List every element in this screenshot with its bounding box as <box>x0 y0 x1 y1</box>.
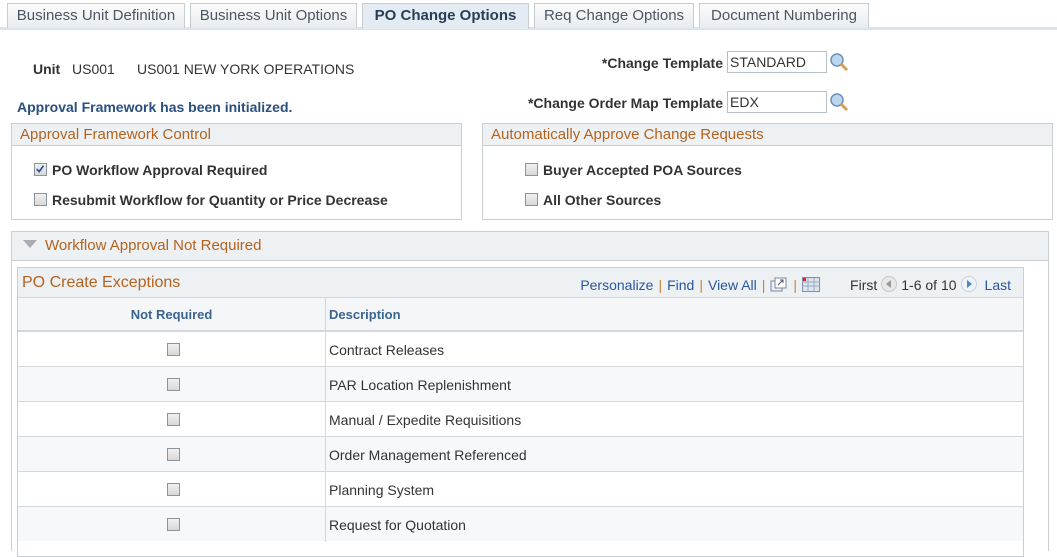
section-title: Approval Framework Control <box>12 124 461 146</box>
first-label: First <box>850 277 878 293</box>
next-icon[interactable] <box>959 276 979 294</box>
checkbox-label: Resubmit Workflow for Quantity or Price … <box>52 192 388 208</box>
change-order-map-template-input[interactable]: EDX <box>727 91 827 113</box>
not-required-checkbox[interactable] <box>167 448 180 461</box>
not-required-checkbox[interactable] <box>167 343 180 356</box>
previous-icon[interactable] <box>879 276 899 294</box>
collapse-triangle-icon[interactable] <box>23 240 37 249</box>
not-required-checkbox[interactable] <box>167 378 180 391</box>
lookup-icon[interactable] <box>829 52 849 72</box>
status-message: Approval Framework has been initialized. <box>17 99 293 115</box>
approval-framework-control-box: Approval Framework Control PO Workflow A… <box>11 123 462 220</box>
download-spreadsheet-icon[interactable] <box>802 277 821 293</box>
row-range: 1-6 of 10 <box>901 277 957 293</box>
tab-document-numbering[interactable]: Document Numbering <box>699 3 869 28</box>
table-row: Order Management Referenced <box>18 436 1023 472</box>
last-link[interactable]: Last <box>984 277 1011 293</box>
unit-label: Unit <box>33 61 61 77</box>
column-header-description[interactable]: Description <box>329 307 401 322</box>
table-row: PAR Location Replenishment <box>18 366 1023 402</box>
lookup-icon[interactable] <box>829 92 849 112</box>
personalize-link[interactable]: Personalize <box>580 277 654 293</box>
table-row: Planning System <box>18 471 1023 507</box>
row-description: Contract Releases <box>329 342 445 358</box>
tab-po-change-options[interactable]: PO Change Options <box>362 3 529 29</box>
zoom-grid-icon[interactable] <box>770 277 788 293</box>
workflow-approval-section: Workflow Approval Not Required PO Create… <box>11 231 1049 557</box>
checkbox-label: PO Workflow Approval Required <box>52 162 268 178</box>
resubmit-workflow-checkbox[interactable] <box>34 193 47 206</box>
checkmark-icon <box>36 165 45 173</box>
table-row: Manual / Expedite Requisitions <box>18 401 1023 437</box>
row-description: Planning System <box>329 482 435 498</box>
change-order-map-template-label: *Change Order Map Template <box>527 95 723 111</box>
tab-req-change-options[interactable]: Req Change Options <box>534 3 694 28</box>
table-row: Request for Quotation <box>18 506 1023 542</box>
view-all-link[interactable]: View All <box>707 277 757 293</box>
row-description: Request for Quotation <box>329 517 466 533</box>
grid-title: PO Create Exceptions <box>22 274 181 291</box>
grid-column-header: Not Required Description <box>18 298 1023 331</box>
po-create-exceptions-grid: PO Create Exceptions Personalize | Find | … <box>17 267 1024 557</box>
row-description: Manual / Expedite Requisitions <box>329 412 522 428</box>
find-link[interactable]: Find <box>667 277 695 293</box>
not-required-checkbox[interactable] <box>167 483 180 496</box>
not-required-checkbox[interactable] <box>167 413 180 426</box>
column-header-not-required[interactable]: Not Required <box>130 307 213 322</box>
auto-approve-box: Automatically Approve Change Requests Bu… <box>482 123 1053 220</box>
unit-description: US001 NEW YORK OPERATIONS <box>137 61 355 77</box>
change-template-label: *Change Template <box>601 55 723 71</box>
table-row: Contract Releases <box>18 331 1023 367</box>
po-workflow-approval-checkbox[interactable] <box>34 163 47 176</box>
checkbox-label: All Other Sources <box>543 192 662 208</box>
row-description: PAR Location Replenishment <box>329 377 511 393</box>
unit-code: US001 <box>72 61 115 77</box>
change-template-input[interactable]: STANDARD <box>727 51 827 73</box>
section-title: Automatically Approve Change Requests <box>483 124 1052 146</box>
checkbox-label: Buyer Accepted POA Sources <box>543 162 742 178</box>
section-title: Workflow Approval Not Required <box>45 237 262 254</box>
tab-business-unit-options[interactable]: Business Unit Options <box>190 3 357 28</box>
buyer-accepted-poa-checkbox[interactable] <box>525 163 538 176</box>
not-required-checkbox[interactable] <box>167 518 180 531</box>
grid-nav: Personalize | Find | View All | | First 1-6… <box>580 276 1011 294</box>
tab-business-unit-definition[interactable]: Business Unit Definition <box>7 3 185 28</box>
row-description: Order Management Referenced <box>329 447 527 463</box>
all-other-sources-checkbox[interactable] <box>525 193 538 206</box>
workflow-section-header[interactable]: Workflow Approval Not Required <box>12 232 1048 261</box>
